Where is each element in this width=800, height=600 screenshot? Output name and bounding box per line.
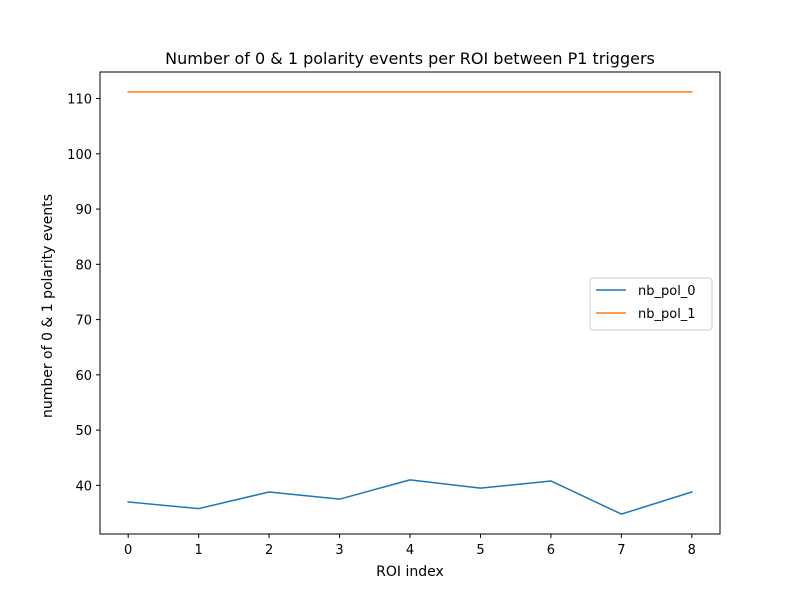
- x-tick-label: 3: [335, 543, 343, 558]
- legend: nb_pol_0 nb_pol_1: [589, 277, 713, 331]
- y-tick-label: 80: [75, 258, 92, 273]
- x-tick-label: 1: [194, 543, 202, 558]
- y-tick-label: 110: [67, 93, 92, 108]
- chart-title: Number of 0 & 1 polarity events per ROI …: [165, 49, 655, 68]
- plot-area: 0 1 2 3 4 5 6 7 8 40 50 60 70 80 90 100 110: [67, 71, 721, 558]
- x-tick-label: 5: [476, 543, 484, 558]
- y-tick-label: 60: [75, 369, 92, 384]
- legend-box: [589, 277, 713, 331]
- y-axis-label: number of 0 & 1 polarity events: [40, 194, 56, 418]
- y-tick-label: 100: [67, 148, 92, 163]
- y-tick-label: 40: [75, 479, 92, 494]
- y-tick-label: 70: [75, 314, 92, 329]
- x-tick-label: 2: [265, 543, 273, 558]
- x-tick-label: 0: [124, 543, 132, 558]
- legend-label-nb_pol_1: nb_pol_1: [638, 307, 696, 322]
- x-tick-label: 7: [617, 543, 625, 558]
- y-tick-label: 90: [75, 203, 92, 218]
- x-tick-label: 8: [688, 543, 696, 558]
- y-tick-label: 50: [75, 424, 92, 439]
- x-tick-label: 6: [547, 543, 555, 558]
- x-tick-label: 4: [406, 543, 414, 558]
- x-axis-label: ROI index: [376, 564, 444, 580]
- series-line-nb_pol_0: [127, 479, 693, 515]
- legend-label-nb_pol_0: nb_pol_0: [638, 284, 696, 299]
